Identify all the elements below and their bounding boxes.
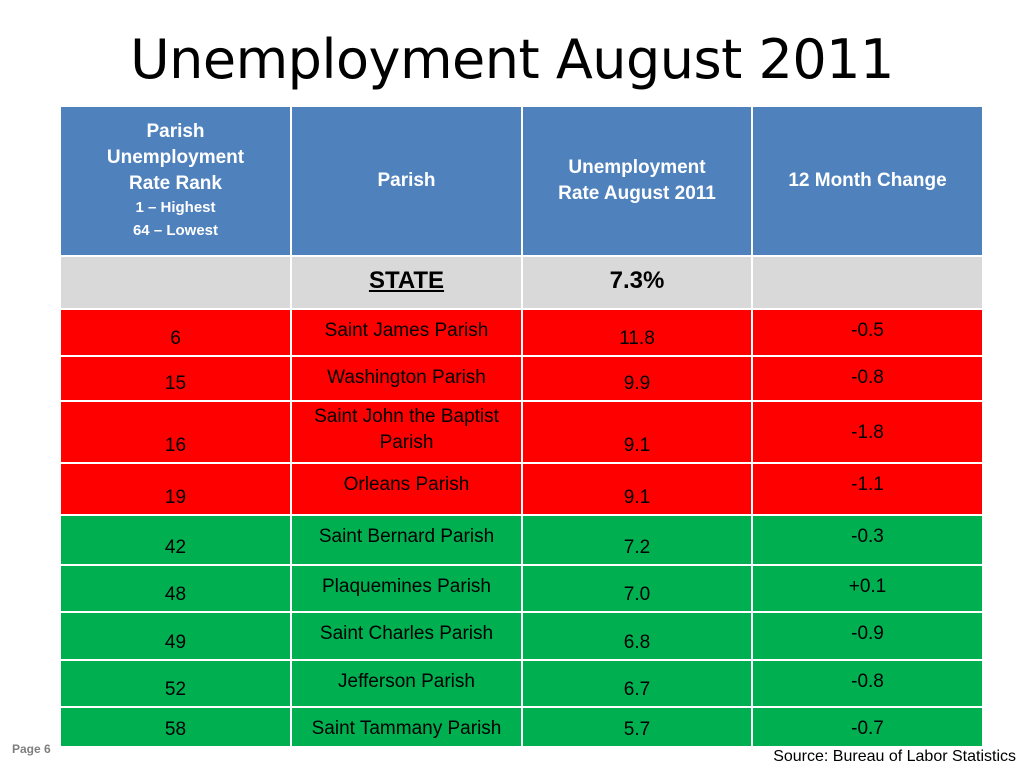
unemployment-table: Parish Unemployment Rate Rank 1 – Highes…: [59, 105, 984, 748]
rate-cell: 6.8: [521, 611, 753, 661]
change-cell: -0.8: [751, 659, 984, 708]
state-change-cell: [751, 255, 984, 310]
header-rank-line: Rate Rank: [129, 172, 222, 194]
table-row: 52 Jefferson Parish 6.7 -0.8: [59, 659, 984, 708]
table-row: 58 Saint Tammany Parish 5.7 -0.7: [59, 706, 984, 748]
rate-cell: 9.1: [521, 400, 753, 464]
table-row: 16 Saint John the Baptist Parish 9.1 -1.8: [59, 400, 984, 464]
rank-cell: 15: [59, 355, 292, 402]
change-cell: -0.8: [751, 355, 984, 402]
rank-cell: 48: [59, 564, 292, 613]
slide-title: Unemployment August 2011: [130, 28, 894, 91]
rate-cell: 9.9: [521, 355, 753, 402]
state-rank-cell: [59, 255, 292, 310]
parish-cell: Saint Tammany Parish: [290, 706, 523, 748]
table-header-row: Parish Unemployment Rate Rank 1 – Highes…: [59, 105, 984, 257]
change-cell: -0.5: [751, 308, 984, 357]
parish-rows: 6 Saint James Parish 11.8 -0.5 15 Washington …: [59, 308, 984, 748]
header-rate: Unemployment Rate August 2011: [521, 105, 753, 257]
rate-cell: 6.7: [521, 659, 753, 708]
change-cell: -0.7: [751, 706, 984, 748]
table-row: 48 Plaquemines Parish 7.0 +0.1: [59, 564, 984, 613]
header-rank: Parish Unemployment Rate Rank 1 – Highes…: [59, 105, 292, 257]
change-cell: -1.1: [751, 462, 984, 516]
rank-cell: 42: [59, 514, 292, 566]
header-rate-line: Unemployment: [568, 157, 706, 179]
change-cell: -1.8: [751, 400, 984, 464]
rank-cell: 49: [59, 611, 292, 661]
rank-cell: 52: [59, 659, 292, 708]
state-rate-cell: 7.3%: [521, 255, 753, 310]
header-change: 12 Month Change: [751, 105, 984, 257]
change-cell: -0.3: [751, 514, 984, 566]
header-parish: Parish: [290, 105, 523, 257]
page-number: Page 6: [12, 742, 51, 756]
change-cell: +0.1: [751, 564, 984, 613]
state-label: STATE: [368, 267, 445, 294]
rate-cell: 5.7: [521, 706, 753, 748]
parish-cell: Saint Charles Parish: [290, 611, 523, 661]
header-rate-line: Rate August 2011: [558, 183, 716, 204]
parish-cell: Saint Bernard Parish: [290, 514, 523, 566]
parish-cell: Plaquemines Parish: [290, 564, 523, 613]
state-row: STATE 7.3%: [59, 255, 984, 310]
parish-cell: Saint John the Baptist Parish: [290, 400, 523, 464]
header-rank-line: Unemployment: [106, 146, 245, 168]
parish-cell: Orleans Parish: [290, 462, 523, 516]
rate-cell: 7.0: [521, 564, 753, 613]
parish-cell: Saint James Parish: [290, 308, 523, 357]
rate-cell: 11.8: [521, 308, 753, 357]
table-row: 6 Saint James Parish 11.8 -0.5: [59, 308, 984, 357]
rank-cell: 19: [59, 462, 292, 516]
rank-cell: 58: [59, 706, 292, 748]
header-rank-note: 64 – Lowest: [132, 222, 219, 240]
state-label-cell: STATE: [290, 255, 523, 310]
rank-cell: 6: [59, 308, 292, 357]
table-row: 19 Orleans Parish 9.1 -1.1: [59, 462, 984, 516]
rate-cell: 9.1: [521, 462, 753, 516]
rank-cell: 16: [59, 400, 292, 464]
table-row: 42 Saint Bernard Parish 7.2 -0.3: [59, 514, 984, 566]
parish-cell: Washington Parish: [290, 355, 523, 402]
rate-cell: 7.2: [521, 514, 753, 566]
source-note: Source: Bureau of Labor Statistics: [773, 748, 1016, 765]
header-rank-line: Parish: [146, 121, 205, 143]
parish-cell: Jefferson Parish: [290, 659, 523, 708]
change-cell: -0.9: [751, 611, 984, 661]
table-row: 15 Washington Parish 9.9 -0.8: [59, 355, 984, 402]
header-rank-note: 1 – Highest: [135, 199, 216, 217]
table-row: 49 Saint Charles Parish 6.8 -0.9: [59, 611, 984, 661]
